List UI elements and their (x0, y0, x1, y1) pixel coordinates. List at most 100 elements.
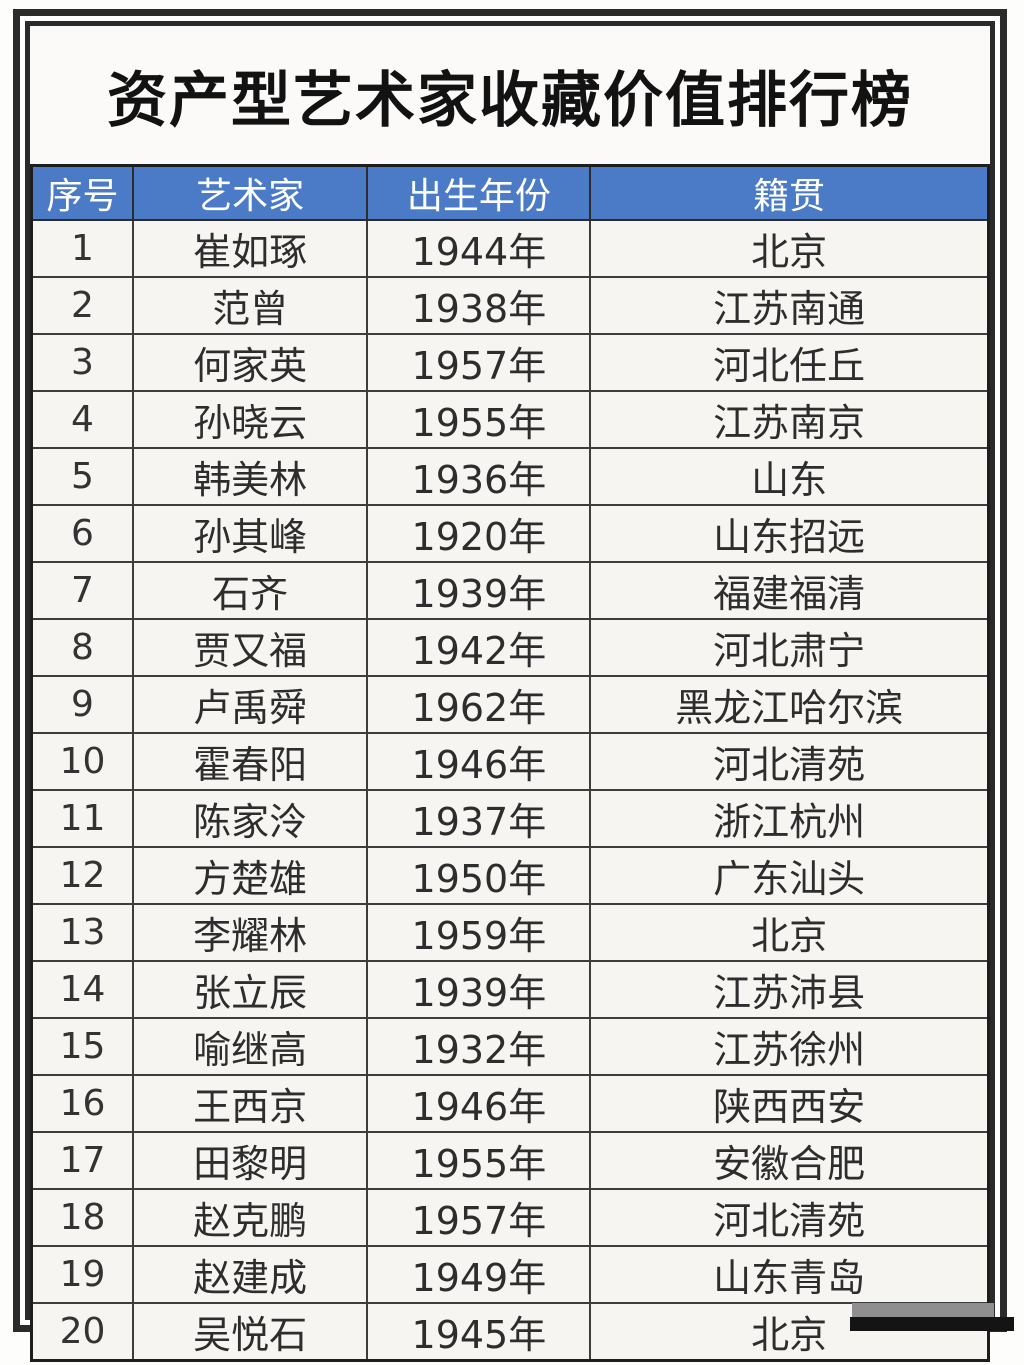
ranking-table: 序号 艺术家 出生年份 籍贯 1 崔如琢 1944年 北京 2 范曾 1938年 江苏南通 3 何… (30, 164, 990, 1362)
origin-cell: 陕西西安 (589, 1074, 990, 1133)
table-row: 14 张立辰 1939年 江苏沛县 (30, 960, 990, 1019)
birth-year-cell: 1949年 (366, 1245, 592, 1304)
origin-cell: 江苏沛县 (589, 960, 990, 1019)
artist-cell: 贾又福 (131, 618, 369, 677)
birth-year-cell: 1920年 (366, 504, 592, 563)
artist-cell: 赵克鹏 (131, 1188, 369, 1247)
birth-year-cell: 1946年 (366, 732, 592, 791)
rank-cell: 12 (30, 846, 134, 905)
artist-cell: 何家英 (131, 333, 369, 392)
birth-year-cell: 1942年 (366, 618, 592, 677)
birth-year-cell: 1955年 (366, 1131, 592, 1190)
table-row: 7 石齐 1939年 福建福清 (30, 561, 990, 620)
title-block: 资产型艺术家收藏价值排行榜 (30, 26, 990, 164)
artist-cell: 赵建成 (131, 1245, 369, 1304)
table-row: 2 范曾 1938年 江苏南通 (30, 276, 990, 335)
origin-cell: 北京 (589, 903, 990, 962)
rank-cell: 16 (30, 1074, 134, 1133)
rank-cell: 9 (30, 675, 134, 734)
artist-cell: 卢禹舜 (131, 675, 369, 734)
origin-cell: 黑龙江哈尔滨 (589, 675, 990, 734)
header-rank: 序号 (30, 164, 134, 221)
rank-cell: 11 (30, 789, 134, 848)
origin-cell: 福建福清 (589, 561, 990, 620)
birth-year-cell: 1936年 (366, 447, 592, 506)
origin-cell: 江苏南京 (589, 390, 990, 449)
rank-cell: 2 (30, 276, 134, 335)
origin-cell: 山东青岛 (589, 1245, 990, 1304)
rank-cell: 1 (30, 219, 134, 278)
origin-cell: 河北清苑 (589, 732, 990, 791)
table-header-row: 序号 艺术家 出生年份 籍贯 (30, 164, 990, 221)
rank-cell: 18 (30, 1188, 134, 1247)
birth-year-cell: 1937年 (366, 789, 592, 848)
rank-cell: 6 (30, 504, 134, 563)
rank-cell: 15 (30, 1017, 134, 1076)
table-row: 15 喻继高 1932年 江苏徐州 (30, 1017, 990, 1076)
header-artist: 艺术家 (131, 164, 369, 221)
artist-cell: 孙晓云 (131, 390, 369, 449)
page-title: 资产型艺术家收藏价值排行榜 (107, 65, 913, 136)
birth-year-cell: 1939年 (366, 960, 592, 1019)
origin-cell: 江苏徐州 (589, 1017, 990, 1076)
artist-cell: 韩美林 (131, 447, 369, 506)
table-row: 13 李耀林 1959年 北京 (30, 903, 990, 962)
artist-cell: 王西京 (131, 1074, 369, 1133)
origin-cell: 河北任丘 (589, 333, 990, 392)
origin-cell: 广东汕头 (589, 846, 990, 905)
table-row: 20 吴悦石 1945年 北京 (30, 1302, 990, 1362)
origin-cell: 安徽合肥 (589, 1131, 990, 1190)
table-row: 12 方楚雄 1950年 广东汕头 (30, 846, 990, 905)
birth-year-cell: 1957年 (366, 1188, 592, 1247)
watermark-black-bar (850, 1317, 1014, 1331)
birth-year-cell: 1950年 (366, 846, 592, 905)
origin-cell: 北京 (589, 219, 990, 278)
rank-cell: 4 (30, 390, 134, 449)
birth-year-cell: 1962年 (366, 675, 592, 734)
rank-cell: 7 (30, 561, 134, 620)
artist-cell: 霍春阳 (131, 732, 369, 791)
birth-year-cell: 1932年 (366, 1017, 592, 1076)
birth-year-cell: 1957年 (366, 333, 592, 392)
table-row: 10 霍春阳 1946年 河北清苑 (30, 732, 990, 791)
table-row: 11 陈家泠 1937年 浙江杭州 (30, 789, 990, 848)
table-row: 4 孙晓云 1955年 江苏南京 (30, 390, 990, 449)
watermark-gray-bar (852, 1303, 994, 1317)
origin-cell: 山东招远 (589, 504, 990, 563)
artist-cell: 孙其峰 (131, 504, 369, 563)
table-row: 3 何家英 1957年 河北任丘 (30, 333, 990, 392)
rank-cell: 20 (30, 1302, 134, 1362)
header-birth-year: 出生年份 (366, 164, 592, 221)
table-row: 5 韩美林 1936年 山东 (30, 447, 990, 506)
rank-cell: 19 (30, 1245, 134, 1304)
artist-cell: 张立辰 (131, 960, 369, 1019)
artist-cell: 范曾 (131, 276, 369, 335)
birth-year-cell: 1938年 (366, 276, 592, 335)
artist-cell: 方楚雄 (131, 846, 369, 905)
table-row: 18 赵克鹏 1957年 河北清苑 (30, 1188, 990, 1247)
birth-year-cell: 1944年 (366, 219, 592, 278)
inner-frame-border: 资产型艺术家收藏价值排行榜 序号 艺术家 出生年份 籍贯 (25, 21, 995, 1362)
rank-cell: 3 (30, 333, 134, 392)
table-row: 6 孙其峰 1920年 山东招远 (30, 504, 990, 563)
artist-cell: 陈家泠 (131, 789, 369, 848)
birth-year-cell: 1946年 (366, 1074, 592, 1133)
table-row: 16 王西京 1946年 陕西西安 (30, 1074, 990, 1133)
artist-cell: 石齐 (131, 561, 369, 620)
rank-cell: 14 (30, 960, 134, 1019)
artist-cell: 喻继高 (131, 1017, 369, 1076)
birth-year-cell: 1939年 (366, 561, 592, 620)
artist-cell: 吴悦石 (131, 1302, 369, 1362)
birth-year-cell: 1955年 (366, 390, 592, 449)
rank-cell: 10 (30, 732, 134, 791)
rank-cell: 17 (30, 1131, 134, 1190)
table-row: 8 贾又福 1942年 河北肃宁 (30, 618, 990, 677)
origin-cell: 河北清苑 (589, 1188, 990, 1247)
table-row: 19 赵建成 1949年 山东青岛 (30, 1245, 990, 1304)
table-row: 9 卢禹舜 1962年 黑龙江哈尔滨 (30, 675, 990, 734)
rank-cell: 13 (30, 903, 134, 962)
table-row: 17 田黎明 1955年 安徽合肥 (30, 1131, 990, 1190)
rank-cell: 8 (30, 618, 134, 677)
outer-frame-border: 资产型艺术家收藏价值排行榜 序号 艺术家 出生年份 籍贯 (13, 9, 1007, 1362)
